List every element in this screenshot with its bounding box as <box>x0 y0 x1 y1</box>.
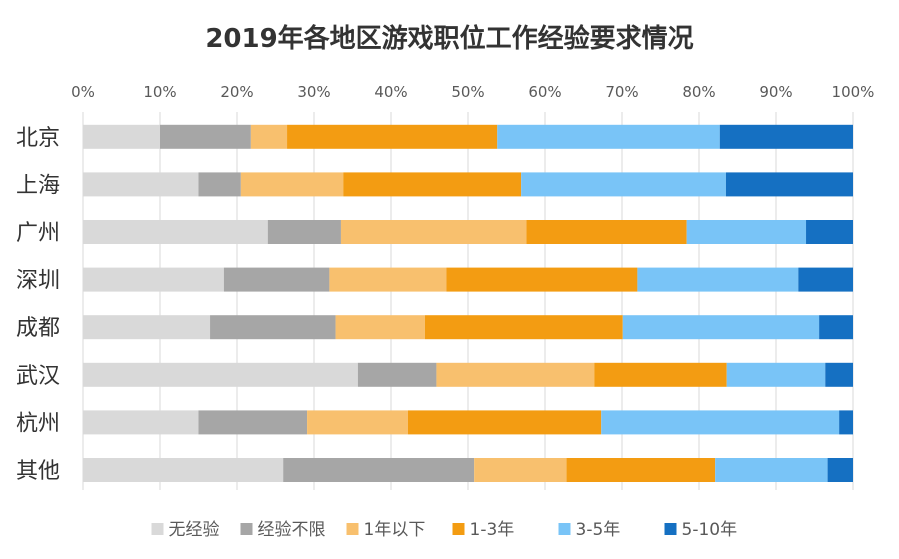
x-tick-label: 80% <box>682 83 715 101</box>
category-label: 杭州 <box>16 411 60 436</box>
bar-segment <box>819 315 853 340</box>
legend-swatch <box>664 523 677 535</box>
bar-segment <box>726 362 826 387</box>
bar-segment <box>287 124 498 149</box>
x-tick-label: 50% <box>451 83 484 101</box>
x-tick-label: 70% <box>605 83 638 101</box>
legend-label: 5-10年 <box>682 520 738 540</box>
bar-segment <box>267 220 341 244</box>
category-label: 其他 <box>16 459 60 484</box>
legend-swatch <box>452 523 465 535</box>
bar-segment <box>601 410 840 435</box>
x-tick-label: 100% <box>832 83 875 101</box>
legend-swatch <box>558 523 571 535</box>
x-tick-label: 0% <box>71 83 95 101</box>
bar-segment <box>497 124 720 149</box>
bar-segment <box>521 172 726 197</box>
bar-segment <box>210 315 336 340</box>
bar-segment <box>329 267 447 292</box>
bar-segment <box>725 172 853 197</box>
legend-swatch <box>240 523 253 535</box>
bar-segment <box>446 267 638 292</box>
bar-segment <box>839 410 853 435</box>
bar-segment <box>594 362 727 387</box>
bars <box>83 124 853 482</box>
legend-swatch <box>346 523 359 535</box>
bar-segment <box>160 124 251 149</box>
bar-segment <box>83 124 160 149</box>
bar-segment <box>83 172 199 197</box>
chart-title: 2019年各地区游戏职位工作经验要求情况 <box>205 24 694 54</box>
bar-segment <box>198 172 241 197</box>
bar-segment <box>719 124 853 149</box>
bar-segment <box>83 458 284 482</box>
x-tick-label: 40% <box>374 83 407 101</box>
bar-segment <box>637 267 799 292</box>
category-label: 北京 <box>16 126 60 151</box>
bar-segment <box>424 315 623 340</box>
bar-segment <box>83 220 268 244</box>
category-label: 深圳 <box>16 269 60 294</box>
bar-segment <box>307 410 408 435</box>
bar-segment <box>566 458 716 482</box>
legend-label: 1-3年 <box>470 520 515 540</box>
bar-segment <box>825 362 853 387</box>
x-tick-label: 20% <box>220 83 253 101</box>
x-tick-label: 30% <box>297 83 330 101</box>
bar-segment <box>407 410 602 435</box>
category-label: 武汉 <box>16 364 60 389</box>
bar-segment <box>686 220 807 244</box>
legend-label: 经验不限 <box>258 520 326 540</box>
bar-segment <box>83 315 211 340</box>
x-tick-label: 60% <box>528 83 561 101</box>
bar-segment <box>357 362 437 387</box>
bar-segment <box>250 124 288 149</box>
bar-segment <box>198 410 308 435</box>
x-tick-label: 90% <box>759 83 792 101</box>
x-tick-label: 10% <box>143 83 176 101</box>
bar-segment <box>622 315 820 340</box>
bar-segment <box>474 458 567 482</box>
legend-swatch <box>151 523 164 535</box>
bar-segment <box>335 315 425 340</box>
bar-segment <box>806 220 853 244</box>
bar-segment <box>283 458 475 482</box>
category-label: 上海 <box>16 173 60 198</box>
bar-segment <box>715 458 828 482</box>
legend-label: 无经验 <box>169 520 220 540</box>
bar-segment <box>83 267 224 292</box>
bar-segment <box>83 362 358 387</box>
legend: 无经验 经验不限 1年以下 1-3年 3-5年 5-10年 <box>151 520 738 540</box>
legend-label: 1年以下 <box>364 520 426 540</box>
legend-label: 3-5年 <box>576 520 621 540</box>
bar-segment <box>240 172 344 197</box>
bar-segment <box>223 267 330 292</box>
bar-segment <box>436 362 595 387</box>
category-label: 广州 <box>16 221 60 246</box>
bar-segment <box>343 172 522 197</box>
bar-segment <box>83 410 199 435</box>
bar-segment <box>526 220 687 244</box>
bar-segment <box>340 220 527 244</box>
category-label: 成都 <box>16 316 60 341</box>
bar-segment <box>798 267 853 292</box>
x-axis-ticks: 0% 10% 20% 30% 40% 50% 60% 70% 80% 90% 100% <box>71 83 874 101</box>
bar-segment <box>827 458 853 482</box>
